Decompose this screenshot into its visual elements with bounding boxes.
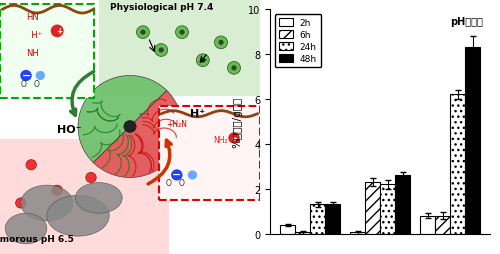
Wedge shape	[78, 76, 167, 163]
Circle shape	[86, 173, 96, 183]
Text: HN: HN	[26, 13, 39, 22]
Ellipse shape	[76, 183, 122, 213]
Circle shape	[228, 62, 240, 75]
Circle shape	[52, 185, 62, 196]
Bar	[380, 184, 395, 234]
Ellipse shape	[47, 196, 109, 236]
Circle shape	[50, 25, 64, 38]
Text: H⁺: H⁺	[26, 31, 42, 40]
Text: O   O: O O	[166, 179, 186, 187]
Circle shape	[232, 66, 236, 71]
Circle shape	[196, 55, 209, 67]
Circle shape	[200, 58, 205, 64]
Bar	[325, 205, 340, 234]
Circle shape	[16, 198, 26, 208]
Circle shape	[180, 30, 184, 36]
Bar	[365, 182, 380, 234]
Text: Physiological pH 7.4: Physiological pH 7.4	[110, 3, 213, 12]
Circle shape	[158, 48, 164, 53]
Circle shape	[20, 71, 32, 82]
Text: −: −	[22, 70, 32, 80]
Circle shape	[154, 44, 168, 57]
Circle shape	[140, 30, 145, 36]
Circle shape	[124, 121, 136, 133]
Bar	[420, 216, 435, 234]
Circle shape	[228, 133, 239, 144]
Ellipse shape	[21, 185, 73, 221]
Circle shape	[136, 27, 149, 39]
FancyBboxPatch shape	[0, 5, 94, 99]
Bar	[280, 225, 295, 234]
Circle shape	[218, 41, 224, 46]
Circle shape	[26, 160, 36, 170]
FancyBboxPatch shape	[158, 107, 260, 201]
Circle shape	[176, 27, 188, 39]
Text: NH₂: NH₂	[213, 135, 228, 144]
FancyBboxPatch shape	[99, 0, 260, 97]
Bar	[465, 48, 480, 234]
Text: +: +	[231, 135, 237, 141]
Circle shape	[214, 37, 228, 50]
Ellipse shape	[5, 213, 47, 244]
Text: NH: NH	[26, 49, 39, 58]
Text: O   O: O O	[21, 80, 40, 88]
Text: Tumorous pH 6.5: Tumorous pH 6.5	[0, 234, 74, 243]
Bar	[295, 233, 310, 234]
FancyBboxPatch shape	[0, 140, 169, 254]
Text: H⁺: H⁺	[190, 109, 205, 119]
Circle shape	[188, 171, 197, 180]
Wedge shape	[93, 91, 182, 178]
Text: HO⁻: HO⁻	[57, 124, 82, 134]
Bar	[350, 233, 365, 234]
Bar	[310, 205, 325, 234]
Text: −: −	[172, 169, 182, 179]
Legend: 2h, 6h, 24h, 48h: 2h, 6h, 24h, 48h	[274, 15, 322, 68]
Bar	[435, 216, 450, 234]
Circle shape	[36, 72, 45, 81]
Text: +H₂N: +H₂N	[166, 120, 188, 129]
Bar	[450, 95, 465, 234]
Text: pH応答性: pH応答性	[450, 17, 484, 27]
Bar	[395, 176, 410, 234]
Circle shape	[171, 170, 182, 181]
Y-axis label: %投与量/g腫瘍: %投与量/g腫瘍	[232, 97, 242, 147]
Text: +: +	[56, 27, 62, 36]
